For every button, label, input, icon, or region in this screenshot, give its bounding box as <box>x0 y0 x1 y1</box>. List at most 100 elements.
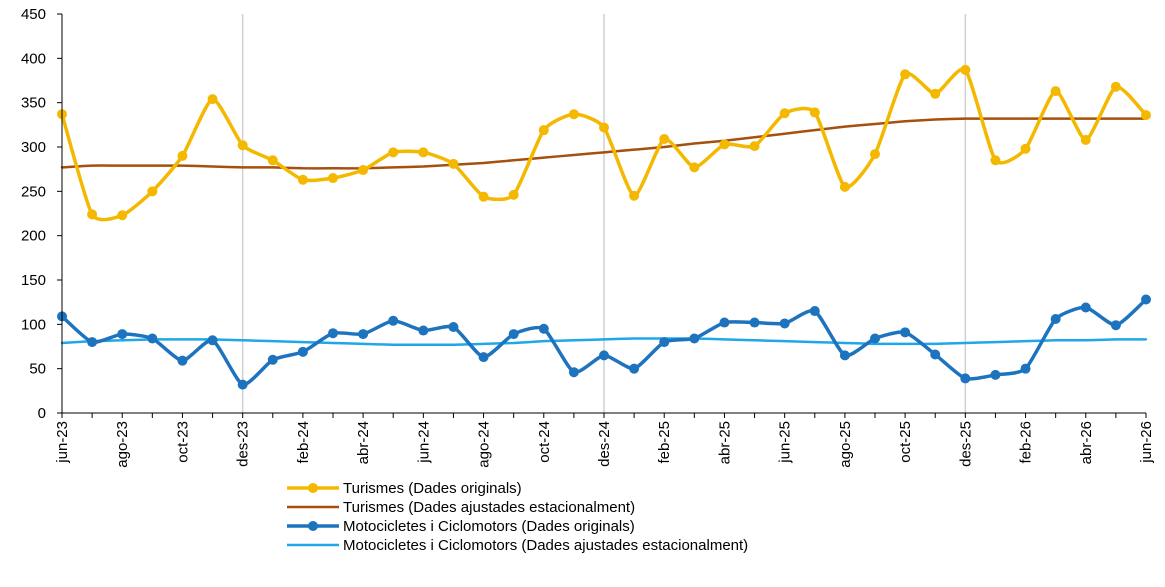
data-point-2-9 <box>328 328 338 339</box>
data-point-2-12 <box>418 325 429 336</box>
x-tick-label: oct-24 <box>536 421 553 463</box>
data-point-2-25 <box>809 306 820 317</box>
x-tick-label: jun-24 <box>415 421 432 464</box>
data-point-2-10 <box>358 329 369 340</box>
x-tick-label: jun-23 <box>54 421 71 464</box>
series-line-1 <box>60 117 1148 170</box>
data-point-2-18 <box>599 350 609 361</box>
series-layer <box>57 64 1151 390</box>
x-tick-label: ago-24 <box>476 421 493 468</box>
data-point-0-33 <box>1050 86 1061 97</box>
data-point-2-28 <box>900 327 911 338</box>
data-point-2-22 <box>719 317 730 328</box>
data-point-0-19 <box>629 190 640 201</box>
legend-label: Motocicletes i Ciclomotors (Dades origin… <box>343 518 635 535</box>
legend-label: Turismes (Dades ajustades estacionalment… <box>343 499 635 516</box>
series-1 <box>60 117 1148 170</box>
data-point-0-2 <box>117 210 128 221</box>
data-point-2-15 <box>508 329 519 340</box>
data-point-0-31 <box>990 155 1001 166</box>
x-tick-label: jun-26 <box>1138 421 1155 464</box>
data-point-2-23 <box>749 317 760 328</box>
data-point-0-20 <box>659 134 670 145</box>
data-point-0-9 <box>328 173 338 184</box>
x-tick-label: ago-25 <box>837 421 854 468</box>
x-tick-label: jun-25 <box>777 421 794 464</box>
legend-label: Motocicletes i Ciclomotors (Dades ajusta… <box>343 537 748 554</box>
data-point-0-7 <box>267 155 278 166</box>
data-point-2-16 <box>538 323 549 334</box>
y-tick-label: 50 <box>29 361 46 378</box>
x-tick-label: feb-26 <box>1018 421 1035 464</box>
y-tick-label: 200 <box>21 228 46 245</box>
data-point-0-14 <box>478 191 489 202</box>
y-tick-label: 250 <box>21 183 46 200</box>
data-point-2-32 <box>1020 363 1031 374</box>
data-point-2-11 <box>388 315 399 326</box>
data-point-0-27 <box>870 149 880 160</box>
legend-label: Turismes (Dades originals) <box>343 480 522 497</box>
data-point-2-29 <box>930 349 941 360</box>
data-point-2-33 <box>1050 314 1061 325</box>
data-point-0-15 <box>508 189 519 200</box>
data-point-2-30 <box>960 373 971 384</box>
data-point-0-21 <box>689 162 700 173</box>
data-point-0-12 <box>418 147 429 158</box>
y-tick-label: 150 <box>21 272 46 289</box>
data-point-0-5 <box>207 94 218 105</box>
data-point-0-22 <box>719 139 730 150</box>
axes: 0 50 100 150 200 250 300 350 400 450 jun-23 ago-23 o… <box>21 6 1155 468</box>
legend-swatch-marker <box>308 483 318 493</box>
vertical-reference-lines <box>241 14 967 413</box>
x-tick-label: oct-23 <box>174 421 191 463</box>
series-3 <box>60 337 1148 347</box>
data-point-2-14 <box>478 352 489 363</box>
data-point-2-1 <box>87 337 98 348</box>
legend-swatch-marker <box>308 521 318 531</box>
data-point-2-24 <box>779 318 790 329</box>
data-point-0-11 <box>388 147 399 158</box>
data-point-2-6 <box>237 379 248 390</box>
legend-item-3: Motocicletes i Ciclomotors (Dades ajusta… <box>287 537 748 554</box>
data-point-0-30 <box>960 64 971 75</box>
series-line-3 <box>60 337 1148 347</box>
data-point-0-1 <box>87 209 98 220</box>
x-tick-label: des-24 <box>596 421 613 467</box>
data-point-2-3 <box>147 333 158 344</box>
data-point-0-17 <box>568 109 579 120</box>
data-point-0-24 <box>779 108 790 119</box>
x-tick-label: des-25 <box>957 421 974 467</box>
x-tick-label: abr-25 <box>716 421 733 464</box>
series-0 <box>57 64 1151 222</box>
y-tick-label: 350 <box>21 95 46 112</box>
data-point-0-10 <box>358 165 369 176</box>
data-point-0-3 <box>147 186 158 197</box>
data-point-2-7 <box>267 354 278 365</box>
x-tick-label: des-23 <box>235 421 252 467</box>
data-point-2-21 <box>689 333 700 344</box>
legend-item-1: Turismes (Dades ajustades estacionalment… <box>287 499 635 516</box>
data-point-0-36 <box>1141 110 1151 121</box>
data-point-0-32 <box>1020 143 1031 154</box>
data-point-0-6 <box>237 140 248 151</box>
legend-item-0: Turismes (Dades originals) <box>287 480 522 497</box>
data-point-0-18 <box>599 122 609 133</box>
data-point-2-19 <box>629 363 640 374</box>
data-point-2-20 <box>659 337 670 348</box>
x-tick-label: abr-24 <box>355 421 372 464</box>
data-point-0-35 <box>1110 81 1121 92</box>
x-tick-label: abr-26 <box>1078 421 1095 464</box>
series-2 <box>57 294 1151 390</box>
data-point-0-13 <box>448 158 459 169</box>
data-point-0-28 <box>900 69 911 80</box>
data-point-0-26 <box>839 181 850 192</box>
x-tick-label: oct-25 <box>897 421 914 463</box>
x-tick-label: feb-25 <box>656 421 673 464</box>
data-point-2-35 <box>1110 320 1121 331</box>
data-point-0-25 <box>809 107 820 118</box>
y-tick-label: 0 <box>38 405 46 422</box>
y-tick-label: 400 <box>21 50 46 67</box>
data-point-0-23 <box>749 141 760 152</box>
legend: Turismes (Dades originals) Turismes (Dade… <box>287 480 748 554</box>
x-tick-label: ago-23 <box>114 421 131 468</box>
